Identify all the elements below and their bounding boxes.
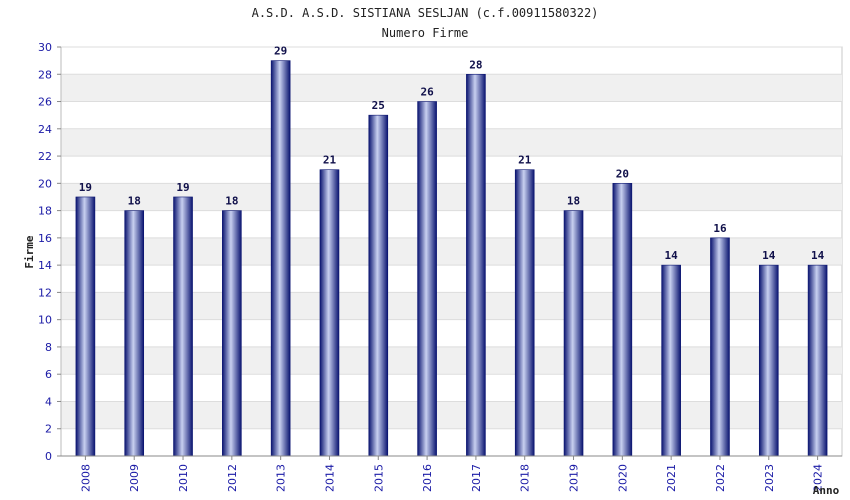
x-tick-label-2008: 2008 <box>79 464 92 492</box>
x-tick-label-2017: 2017 <box>470 464 483 492</box>
y-tick-label: 24 <box>38 123 52 136</box>
y-tick-label: 12 <box>38 286 52 299</box>
bar-2015 <box>368 114 389 457</box>
data-label-2022: 16 <box>713 222 727 235</box>
y-tick-label: 8 <box>45 341 52 354</box>
data-label-2008: 19 <box>79 181 92 194</box>
x-tick-label-2018: 2018 <box>519 464 532 492</box>
y-tick-label: 18 <box>38 205 52 218</box>
y-tick-label: 28 <box>38 68 52 81</box>
x-tick-label-2019: 2019 <box>568 464 581 492</box>
chart-title: A.S.D. A.S.D. SISTIANA SESLJAN (c.f.0091… <box>252 6 599 20</box>
y-tick-label: 22 <box>38 150 52 163</box>
data-label-2010: 19 <box>176 181 189 194</box>
bar-2009 <box>124 210 145 457</box>
x-tick-label-2021: 2021 <box>665 464 678 492</box>
bar-2016 <box>417 101 437 457</box>
y-tick-label: 30 <box>38 41 52 54</box>
data-label-2013: 29 <box>274 45 287 58</box>
data-label-2014: 21 <box>323 154 337 167</box>
x-axis-label: Anno <box>813 484 840 497</box>
data-label-2019: 18 <box>567 195 580 208</box>
x-tick-label-2015: 2015 <box>372 464 385 492</box>
grid-band <box>61 128 842 157</box>
data-label-2023: 14 <box>762 249 776 262</box>
bar-2010 <box>173 196 193 457</box>
x-tick-label-2023: 2023 <box>763 464 776 492</box>
data-label-2017: 28 <box>469 58 482 71</box>
x-tick-label-2022: 2022 <box>714 464 727 492</box>
bar-2018 <box>514 169 535 457</box>
y-tick-label: 20 <box>38 177 52 190</box>
x-tick-label-2013: 2013 <box>275 464 288 492</box>
y-tick-label: 6 <box>45 368 52 381</box>
bar-2020 <box>612 183 633 457</box>
y-tick-label: 26 <box>38 96 52 109</box>
bar-2013 <box>270 60 291 457</box>
x-tick-label-2010: 2010 <box>177 464 190 492</box>
bar-2024 <box>807 264 828 457</box>
y-tick-label: 10 <box>38 314 52 327</box>
y-tick-label: 4 <box>45 395 52 408</box>
grid-band <box>61 74 842 102</box>
x-tick-label-2014: 2014 <box>323 464 336 492</box>
bar-2014 <box>319 169 340 457</box>
bars: 19 18 19 18 29 21 25 26 28 21 18 20 14 16 14 14 <box>75 45 828 457</box>
bar-2012 <box>222 210 242 457</box>
x-tick-label-2016: 2016 <box>421 464 434 492</box>
bar-2008 <box>75 196 96 457</box>
y-tick-label: 14 <box>38 259 52 272</box>
x-tick-label-2009: 2009 <box>128 464 141 492</box>
x-axis: 2008 2009 2010 2012 2013 2014 2015 2016 2017 2018… <box>61 455 842 492</box>
x-tick-label-2020: 2020 <box>616 464 629 492</box>
y-tick-label: 2 <box>45 423 52 436</box>
y-tick-label: 16 <box>38 232 52 245</box>
x-tick-label-2012: 2012 <box>226 464 239 492</box>
bar-2019 <box>563 210 584 457</box>
data-label-2016: 26 <box>420 86 434 99</box>
y-axis-label: Firme <box>23 235 36 268</box>
data-label-2021: 14 <box>665 249 679 262</box>
data-label-2012: 18 <box>225 195 238 208</box>
bar-2017 <box>466 73 486 457</box>
bar-2023 <box>758 264 779 457</box>
bar-2021 <box>661 264 681 457</box>
data-label-2020: 20 <box>616 167 629 180</box>
chart-subtitle: Numero Firme <box>382 26 469 40</box>
data-label-2009: 18 <box>128 195 141 208</box>
data-label-2015: 25 <box>372 99 385 112</box>
data-label-2024: 14 <box>811 249 825 262</box>
x-tick-label-2024: 2024 <box>812 464 825 492</box>
bar-2022 <box>710 237 730 457</box>
data-label-2018: 21 <box>518 154 532 167</box>
y-tick-label: 0 <box>45 450 52 463</box>
